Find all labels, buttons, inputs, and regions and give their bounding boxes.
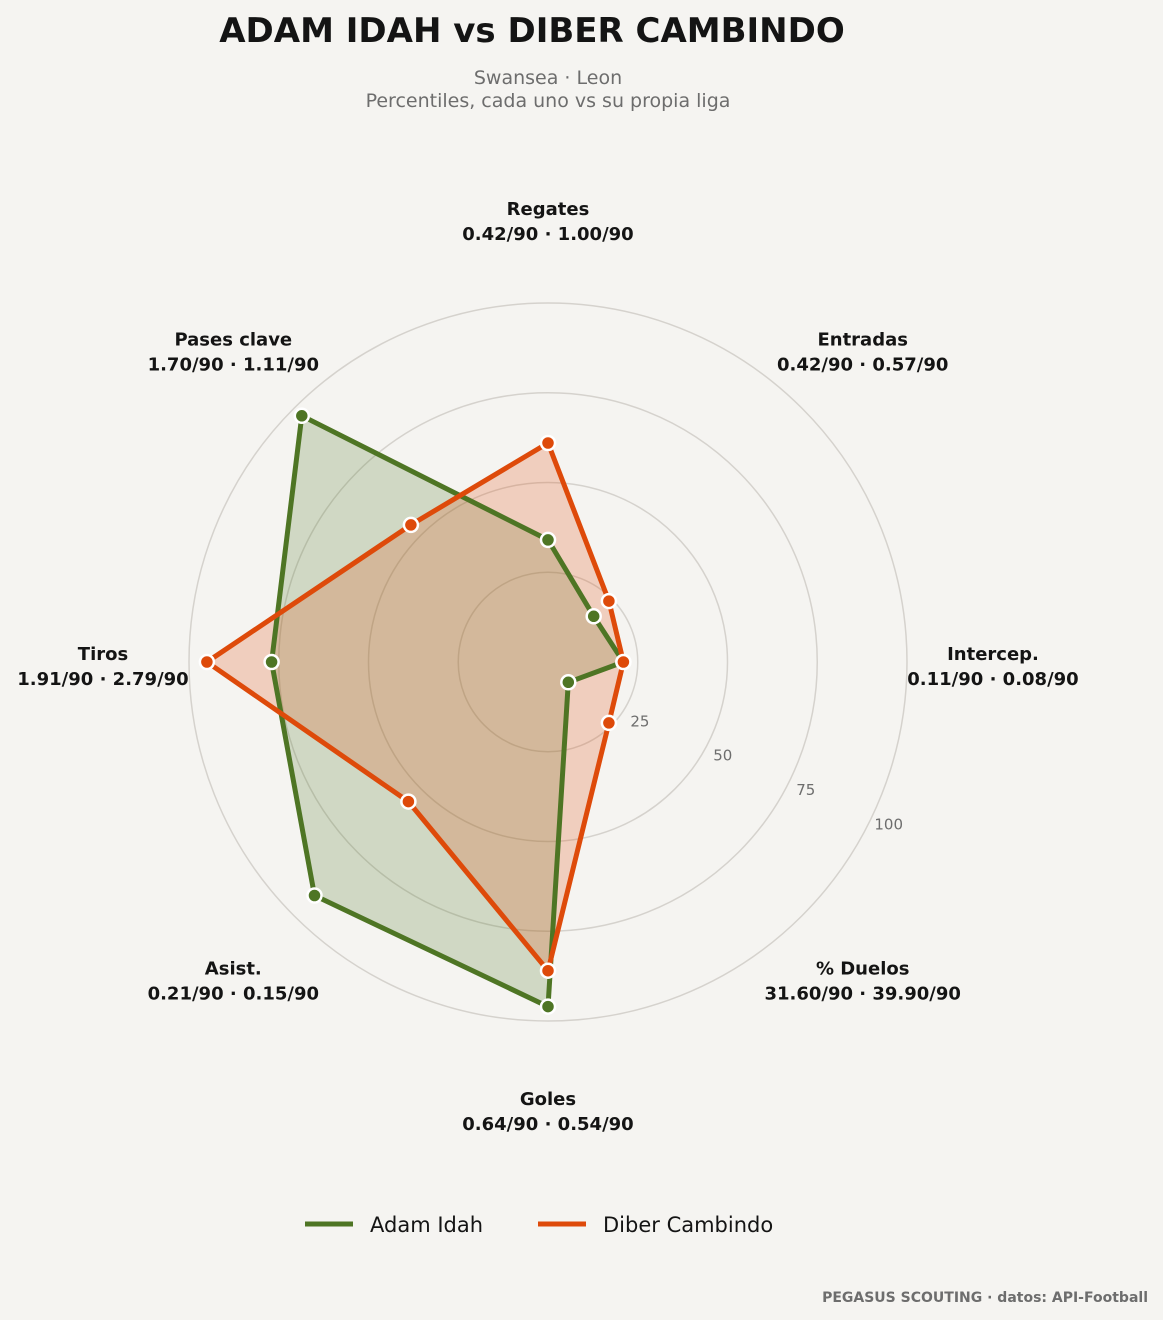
axis-label-3: % Duelos — [816, 959, 910, 980]
axis-values-4: 0.64/90 · 0.54/90 — [462, 1114, 633, 1135]
legend-label-adam-idah: Adam Idah — [370, 1213, 483, 1237]
radial-ticks: 25 50 75 100 — [630, 712, 903, 833]
radar-grid — [188, 302, 908, 1022]
axis-label-0: Regates — [507, 199, 590, 220]
point-adam-idah-4 — [539, 998, 557, 1015]
point-adam-idah-7 — [293, 407, 311, 425]
axis-values-7: 1.70/90 · 1.11/90 — [148, 354, 319, 375]
point-diber-cambindo-4 — [539, 962, 557, 979]
series-area-diber-cambindo — [206, 443, 624, 971]
axis-label-1: Entradas — [817, 329, 907, 350]
radial-tick-2: 75 — [796, 781, 815, 799]
point-diber-cambindo-0 — [539, 434, 557, 452]
point-adam-idah-1 — [585, 608, 602, 625]
series-area-adam-idah — [271, 415, 624, 1007]
point-diber-cambindo-2 — [615, 653, 632, 671]
point-diber-cambindo-6 — [198, 653, 216, 671]
axis-label-2: Intercep. — [947, 644, 1039, 665]
footer-credit: PEGASUS SCOUTING · datos: API-Football — [822, 1290, 1148, 1306]
point-adam-idah-3 — [560, 674, 577, 691]
chart-subtitle-2: Percentiles, cada uno vs su propia liga — [366, 90, 731, 112]
axis-label-5: Asist. — [205, 959, 262, 980]
radar-series — [198, 407, 632, 1015]
radial-tick-3: 100 — [874, 815, 903, 833]
point-diber-cambindo-7 — [402, 516, 420, 534]
point-diber-cambindo-1 — [600, 592, 618, 610]
point-diber-cambindo-3 — [600, 714, 618, 732]
axis-values-2: 0.11/90 · 0.08/90 — [907, 669, 1078, 690]
axis-values-0: 0.42/90 · 1.00/90 — [462, 224, 633, 245]
point-adam-idah-5 — [306, 887, 323, 904]
legend: Adam Idah Diber Cambindo — [305, 1213, 773, 1237]
axis-label-4: Goles — [520, 1089, 576, 1110]
chart-title: ADAM IDAH vs DIBER CAMBINDO — [219, 11, 845, 51]
legend-label-diber-cambindo: Diber Cambindo — [603, 1213, 773, 1237]
point-diber-cambindo-5 — [400, 793, 417, 810]
radial-tick-1: 50 — [713, 747, 732, 765]
axis-label-6: Tiros — [78, 644, 128, 665]
radial-tick-0: 25 — [630, 712, 649, 730]
axis-values-1: 0.42/90 · 0.57/90 — [777, 354, 948, 375]
grid-ring-50 — [367, 481, 729, 843]
axis-label-7: Pases clave — [174, 329, 292, 350]
axis-values-6: 1.91/90 · 2.79/90 — [17, 669, 188, 690]
point-adam-idah-6 — [263, 653, 280, 671]
grid-ring-100 — [188, 302, 908, 1022]
axis-values-5: 0.21/90 · 0.15/90 — [148, 984, 319, 1005]
chart-subtitle: Swansea · Leon — [474, 67, 622, 89]
grid-ring-25 — [457, 571, 639, 753]
point-adam-idah-0 — [539, 531, 557, 549]
axis-values-3: 31.60/90 · 39.90/90 — [764, 984, 961, 1005]
axis-labels: Regates 0.42/90 · 1.00/90 Entradas 0.42/90 … — [17, 199, 1078, 1135]
